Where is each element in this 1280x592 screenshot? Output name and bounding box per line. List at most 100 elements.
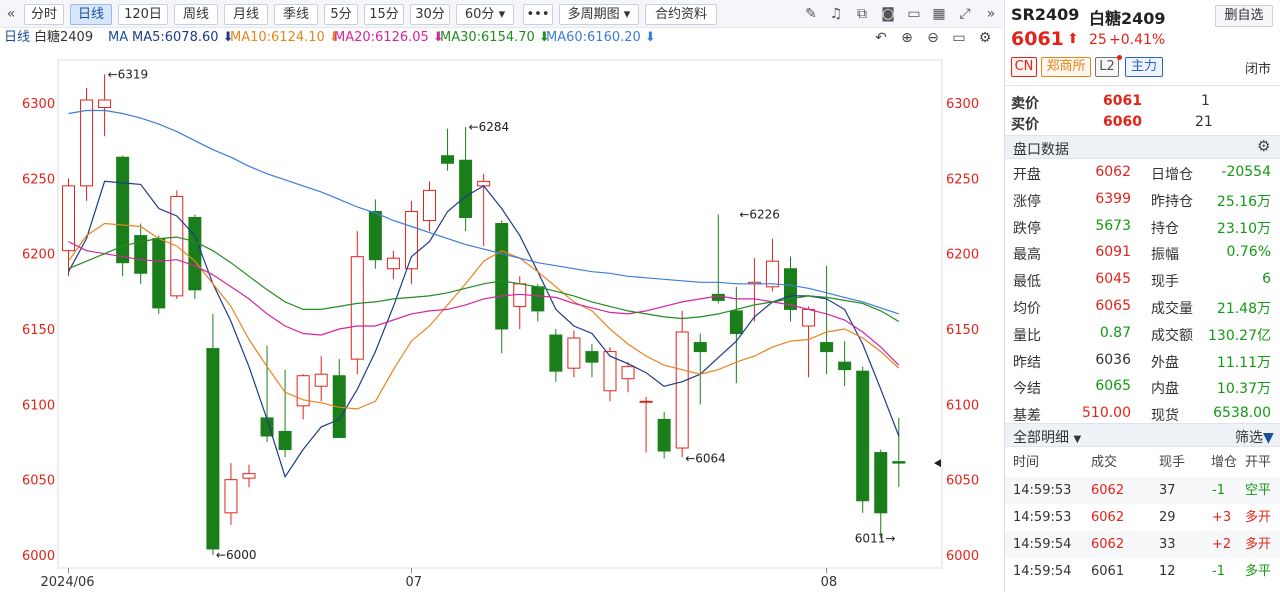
more-button[interactable]: ••• xyxy=(523,4,553,25)
candle-body xyxy=(188,217,202,291)
quote-row: 涨停 6399 昨持仓 25.16万 xyxy=(1005,189,1280,215)
copy-icon[interactable]: ⧉ xyxy=(857,6,867,22)
trade-cell: 33 xyxy=(1159,537,1176,552)
period-button[interactable]: 分时 xyxy=(24,4,64,25)
trade-cell: +2 xyxy=(1212,537,1232,552)
period-button[interactable]: 季线 xyxy=(274,4,318,25)
y-tick-label-left: 6050 xyxy=(22,474,55,489)
candle-body xyxy=(856,370,870,502)
candle-body xyxy=(639,400,653,403)
market-status: 闭市 xyxy=(1245,62,1272,77)
chart-settings-icon[interactable]: ▦ xyxy=(932,6,946,22)
trade-row: 14:59:53 6062 37 -1 空平 xyxy=(1005,477,1280,504)
funnel-icon: ▼ xyxy=(1263,430,1274,446)
x-tick-label: 07 xyxy=(405,575,422,590)
remove-favorite-button[interactable]: 删自选 xyxy=(1215,5,1273,27)
quote-row: 均价 6065 成交量 21.48万 xyxy=(1005,296,1280,322)
candle-body xyxy=(224,479,238,514)
settings-icon[interactable]: ⚙ xyxy=(1257,137,1271,155)
quote-label: 最低 xyxy=(1013,274,1041,291)
trade-cell: 6062 xyxy=(1091,483,1125,498)
candle-body xyxy=(675,331,689,449)
period-button[interactable]: 周线 xyxy=(174,4,218,25)
zoom-out-icon[interactable]: ⊖ xyxy=(927,30,939,46)
candle-body xyxy=(603,351,617,392)
quote-label: 现手 xyxy=(1151,274,1179,291)
tag-l2: L2 xyxy=(1095,57,1119,77)
trade-cell: +3 xyxy=(1212,510,1232,525)
up-arrow-icon: ⬆ xyxy=(1067,31,1079,47)
ask-volume: 1 xyxy=(1201,93,1210,109)
trade-cell: 多开 xyxy=(1245,537,1272,552)
trade-header-cell: 现手 xyxy=(1159,455,1186,470)
candle-body xyxy=(350,256,364,360)
ma30-value: MA30:6154.70 ⬇ xyxy=(440,30,550,45)
layout-icon[interactable]: ▭ xyxy=(952,30,966,46)
period-button[interactable]: 60分 ▾ xyxy=(456,4,514,25)
candle-body xyxy=(621,366,635,380)
window-icon[interactable]: ▭ xyxy=(907,6,921,22)
zoom-in-icon[interactable]: ⊕ xyxy=(901,30,913,46)
last-price: 6061 xyxy=(1011,28,1064,50)
quote-value: 6 xyxy=(1262,271,1271,288)
multi-period-button[interactable]: 多周期图 ▾ xyxy=(559,4,639,25)
period-button[interactable]: 15分 xyxy=(364,4,404,25)
ma5-value: MA5:6078.60 ⬇ xyxy=(132,30,234,45)
candle-body xyxy=(206,348,220,550)
candle-body xyxy=(404,210,418,270)
candle-body xyxy=(567,337,581,369)
quote-value: 21.48万 xyxy=(1216,301,1271,317)
double-chevron-right-icon[interactable]: » xyxy=(986,6,996,22)
detail-section-title[interactable]: 全部明细 ▼ xyxy=(1013,430,1082,446)
candle-body xyxy=(874,452,888,514)
expand-icon[interactable]: ⤢ xyxy=(959,6,971,22)
candle-body xyxy=(116,156,130,264)
quote-row: 量比 0.87 成交额 130.27亿 xyxy=(1005,323,1280,349)
bell-icon[interactable]: ♫ xyxy=(829,6,843,22)
filter-button[interactable]: 筛选▼ xyxy=(1235,430,1274,446)
period-button[interactable]: 月线 xyxy=(224,4,268,25)
trade-header-cell: 成交 xyxy=(1091,455,1118,470)
quote-value: 0.87 xyxy=(1099,324,1131,341)
y-tick-label-left: 6100 xyxy=(22,398,55,413)
candle-body xyxy=(820,342,834,353)
trade-cell: -1 xyxy=(1212,483,1225,498)
y-tick-label-left: 6150 xyxy=(22,323,55,338)
period-button[interactable]: 5分 xyxy=(324,4,358,25)
quote-label: 基差 xyxy=(1013,408,1041,425)
notification-dot xyxy=(1117,55,1122,60)
chevron-down-icon: ▼ xyxy=(1073,434,1082,445)
quote-label: 涨停 xyxy=(1013,193,1041,210)
period-button[interactable]: 30分 xyxy=(410,4,450,25)
quote-row: 昨结 6036 外盘 11.11万 xyxy=(1005,350,1280,376)
double-chevron-left-icon[interactable]: « xyxy=(6,6,16,22)
ma-label[interactable]: MA xyxy=(108,30,129,45)
pencil-icon[interactable]: ✎ xyxy=(805,6,817,22)
quote-value: -20554 xyxy=(1221,164,1271,180)
contract-info-button[interactable]: 合约资料 xyxy=(645,4,717,25)
trade-cell: 空平 xyxy=(1245,483,1272,498)
period-button[interactable]: 日线 xyxy=(70,4,112,25)
period-button[interactable]: 120日 xyxy=(118,4,168,25)
trade-header-cell: 增仓 xyxy=(1211,455,1238,470)
candlestick-chart[interactable]: 6000 6000 6050 6050 6100 6100 6150 6150 6200 6200… xyxy=(0,48,1003,592)
candle-body xyxy=(332,375,346,438)
period-label: 日线 xyxy=(4,30,31,45)
settings-icon[interactable]: ⚙ xyxy=(978,30,992,46)
y-tick-label-right: 6100 xyxy=(946,398,979,413)
ma60-value: MA60:6160.20 ⬇ xyxy=(546,30,656,45)
candle-body xyxy=(495,223,509,330)
candle-body xyxy=(368,210,382,261)
ask-label: 卖价 xyxy=(1011,96,1039,112)
undo-icon[interactable]: ↶ xyxy=(875,30,887,46)
y-tick-label-left: 6300 xyxy=(22,97,55,112)
extreme-annotation: ←6319 xyxy=(108,67,149,81)
quote-value: 6062 xyxy=(1095,164,1131,180)
y-tick-label-left: 6250 xyxy=(22,172,55,187)
quote-label: 跌停 xyxy=(1013,220,1041,237)
period-toolbar: « 分时 日线 120日 周线 月线 季线 5分 15分 30分 60分 ▾ ••• 多周期图 ▾… xyxy=(0,0,1003,28)
candle-body xyxy=(80,99,94,187)
camera-icon[interactable]: ◙ xyxy=(881,6,895,22)
quote-value: 510.00 xyxy=(1082,405,1131,422)
